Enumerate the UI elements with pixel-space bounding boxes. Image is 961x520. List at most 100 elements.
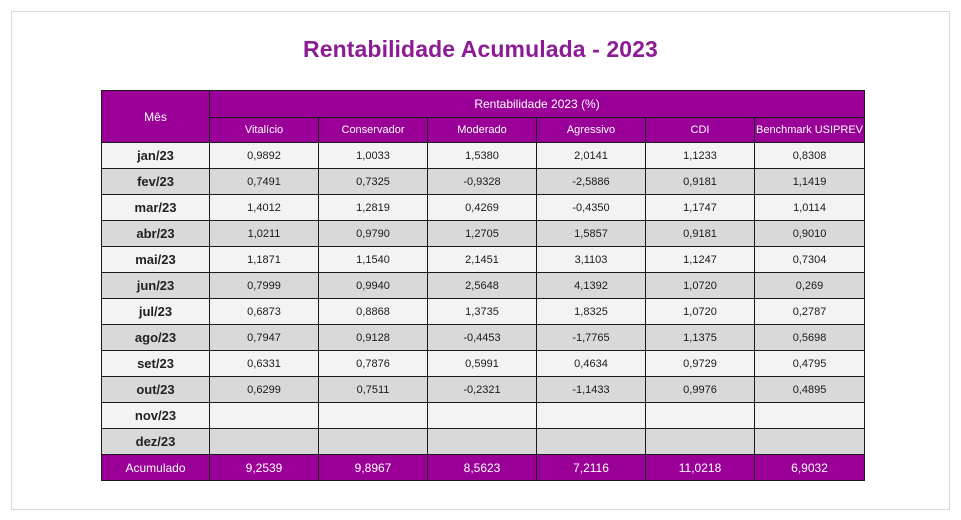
value-cell: 0,9892 [209, 142, 319, 169]
value-cell: 0,2787 [753, 298, 866, 325]
value-cell: 1,5857 [536, 220, 646, 247]
total-cell: 8,5623 [427, 454, 537, 481]
value-cell: 1,4012 [209, 194, 319, 221]
value-cell: 1,1247 [645, 246, 755, 273]
value-cell: 2,1451 [427, 246, 537, 273]
value-cell: 2,5648 [427, 272, 537, 299]
value-cell: 0,9940 [318, 272, 428, 299]
table-row: dez/23 [101, 428, 866, 455]
value-cell: -1,1433 [536, 376, 646, 403]
value-cell: 0,7511 [318, 376, 428, 403]
value-cell: -0,9328 [427, 168, 537, 195]
value-cell [536, 402, 646, 429]
value-cell: 0,4269 [427, 194, 537, 221]
value-cell [427, 402, 537, 429]
table-row: set/23 0,6331 0,7876 0,5991 0,4634 0,9729 0,47… [101, 350, 866, 377]
table-body: jan/23 0,9892 1,0033 1,5380 2,0141 1,1233 0,83… [101, 142, 866, 455]
value-cell: 0,5698 [753, 324, 866, 351]
total-row: Acumulado 9,2539 9,8967 8,5623 7,2116 11… [101, 454, 866, 481]
month-cell: jan/23 [101, 142, 210, 169]
month-cell: out/23 [101, 376, 210, 403]
value-cell: -2,5886 [536, 168, 646, 195]
value-cell: 1,8325 [536, 298, 646, 325]
value-cell [645, 402, 755, 429]
value-cell: 1,1375 [645, 324, 755, 351]
value-cell: 1,2819 [318, 194, 428, 221]
value-cell [209, 428, 319, 455]
value-cell [536, 428, 646, 455]
value-cell: 0,7947 [209, 324, 319, 351]
value-cell [318, 428, 428, 455]
value-cell: 0,9128 [318, 324, 428, 351]
value-cell: 1,2705 [427, 220, 537, 247]
value-cell: 0,4795 [753, 350, 866, 377]
month-cell: abr/23 [101, 220, 210, 247]
value-cell [753, 428, 866, 455]
value-cell: 1,0211 [209, 220, 319, 247]
column-header: Conservador [318, 117, 428, 143]
value-cell: 4,1392 [536, 272, 646, 299]
value-cell: 1,1871 [209, 246, 319, 273]
table-row: mai/23 1,1871 1,1540 2,1451 3,1103 1,1247 0,73… [101, 246, 866, 273]
total-label: Acumulado [101, 454, 210, 481]
value-cell: 0,7491 [209, 168, 319, 195]
page-title: Rentabilidade Acumulada - 2023 [303, 36, 658, 62]
value-cell: 0,6873 [209, 298, 319, 325]
month-cell: mai/23 [101, 246, 210, 273]
table-row: out/23 0,6299 0,7511 -0,2321 -1,1433 0,9976 0,… [101, 376, 866, 403]
month-column-header: Mês [101, 90, 210, 143]
table-row: jun/23 0,7999 0,9940 2,5648 4,1392 1,0720 0,26… [101, 272, 866, 299]
value-cell: -0,4350 [536, 194, 646, 221]
value-cell: 0,9976 [645, 376, 755, 403]
value-cell: 0,9790 [318, 220, 428, 247]
column-header: Agressivo [536, 117, 646, 143]
column-header: CDI [645, 117, 755, 143]
table-subheader-row: Vitalício Conservador Moderado Agressivo… [102, 117, 866, 143]
value-cell: 0,8868 [318, 298, 428, 325]
value-cell: 0,4895 [753, 376, 866, 403]
total-cell: 6,9032 [753, 454, 866, 481]
value-cell [753, 402, 866, 429]
value-cell: 2,0141 [536, 142, 646, 169]
value-cell [318, 402, 428, 429]
returns-table: Mês Rentabilidade 2023 (%) Vitalício Con… [101, 90, 866, 481]
value-cell: 1,1233 [645, 142, 755, 169]
value-cell: 0,6299 [209, 376, 319, 403]
value-cell: 0,5991 [427, 350, 537, 377]
value-cell: 1,5380 [427, 142, 537, 169]
value-cell: 0,7999 [209, 272, 319, 299]
value-cell: 0,8308 [753, 142, 866, 169]
value-cell: 0,7876 [318, 350, 428, 377]
value-cell: 1,0114 [753, 194, 866, 221]
value-cell: 0,7325 [318, 168, 428, 195]
value-cell [645, 428, 755, 455]
value-cell: 1,0033 [318, 142, 428, 169]
value-cell: -0,2321 [427, 376, 537, 403]
month-cell: nov/23 [101, 402, 210, 429]
month-cell: fev/23 [101, 168, 210, 195]
value-cell: 1,1747 [645, 194, 755, 221]
table-row: mar/23 1,4012 1,2819 0,4269 -0,4350 1,1747 1,0… [101, 194, 866, 221]
table-header-row: Mês Rentabilidade 2023 (%) [101, 90, 866, 143]
month-cell: jun/23 [101, 272, 210, 299]
total-cell: 9,2539 [209, 454, 319, 481]
table-row: nov/23 [101, 402, 866, 429]
value-cell: 0,9181 [645, 168, 755, 195]
value-cell: 0,9010 [753, 220, 866, 247]
table-row: jan/23 0,9892 1,0033 1,5380 2,0141 1,1233 0,83… [101, 142, 866, 169]
value-cell: 0,7304 [753, 246, 866, 273]
month-cell: jul/23 [101, 298, 210, 325]
value-cell: 1,0720 [645, 298, 755, 325]
table-row: fev/23 0,7491 0,7325 -0,9328 -2,5886 0,9181 1,… [101, 168, 866, 195]
column-header: Benchmark USIPREV [753, 117, 866, 143]
value-cell: 1,0720 [645, 272, 755, 299]
total-cell: 7,2116 [536, 454, 646, 481]
month-cell: set/23 [101, 350, 210, 377]
value-cell: 1,1419 [753, 168, 866, 195]
value-cell: 0,6331 [209, 350, 319, 377]
value-cell: 3,1103 [536, 246, 646, 273]
value-cell: 1,1540 [318, 246, 428, 273]
table-row: abr/23 1,0211 0,9790 1,2705 1,5857 0,9181 0,90… [101, 220, 866, 247]
value-cell: 0,269 [753, 272, 866, 299]
column-header: Moderado [427, 117, 537, 143]
